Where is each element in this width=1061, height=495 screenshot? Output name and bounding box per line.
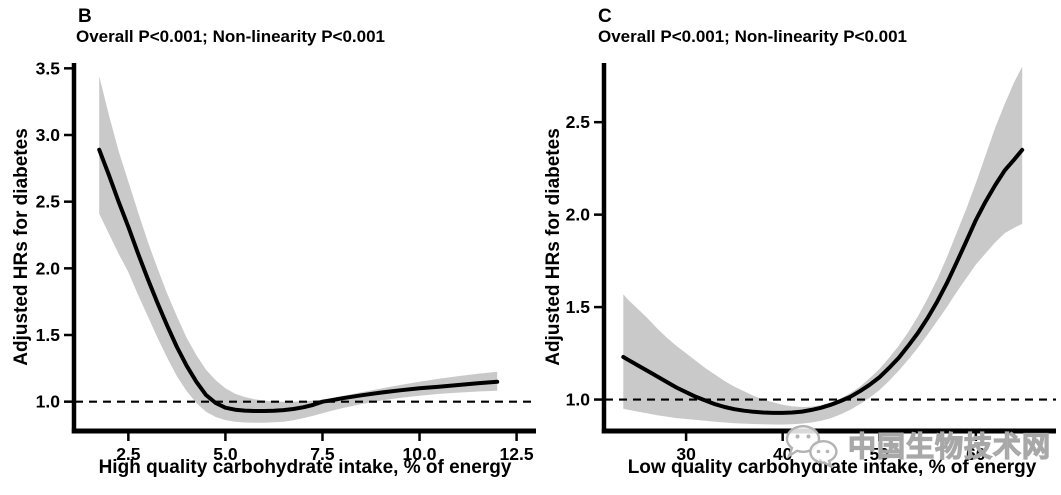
- y-tick-label: 1.0: [36, 392, 61, 412]
- x-tick-label: 10.0: [402, 444, 436, 464]
- panel-b-letter: B: [78, 6, 92, 27]
- x-tick-label: 5.0: [213, 444, 238, 464]
- x-tick-label: 40: [773, 444, 793, 464]
- hr-curve-c: [621, 147, 1025, 415]
- y-tick-label: 2.0: [36, 258, 61, 278]
- x-tick-label: 12.5: [500, 444, 534, 464]
- x-tick-label: 50: [870, 444, 890, 464]
- x-tick-label: 2.5: [116, 444, 141, 464]
- x-tick-label: 60: [966, 444, 986, 464]
- panel-b-subtitle: Overall P<0.001; Non-linearity P<0.001: [76, 27, 385, 46]
- plot-area-c: [605, 66, 1056, 425]
- ci-band-c: [623, 66, 1023, 425]
- x-tick-label: 7.5: [310, 444, 335, 464]
- y-tick-label: 1.5: [36, 325, 61, 345]
- panel-c-y-axis-title: Adjusted HRs for diabetes: [543, 128, 564, 366]
- ci-band-b: [99, 76, 498, 423]
- y-tick-label: 2.5: [36, 192, 61, 212]
- y-tick-label: 3.5: [36, 58, 61, 78]
- plot-area-b: [75, 76, 536, 423]
- panel-c-subtitle: Overall P<0.001; Non-linearity P<0.001: [598, 27, 907, 46]
- y-tick-label: 1.5: [566, 297, 591, 317]
- hr-curve-b: [97, 147, 500, 413]
- watermark-text: 中国生物技术网: [847, 430, 1052, 462]
- y-tick-label: 1.0: [566, 390, 591, 410]
- y-tick-label: 3.0: [36, 125, 61, 145]
- panel-b-x-axis-title: High quality carbohydrate intake, % of e…: [98, 457, 512, 478]
- panel-c-letter: C: [598, 6, 612, 27]
- panel-b-y-axis-title: Adjusted HRs for diabetes: [11, 128, 32, 366]
- wechat-icon: [785, 425, 838, 468]
- y-tick-label: 2.5: [566, 112, 591, 132]
- x-tick-label: 30: [676, 444, 696, 464]
- y-tick-label: 2.0: [566, 205, 591, 225]
- watermark: 中国生物技术网: [782, 424, 1051, 468]
